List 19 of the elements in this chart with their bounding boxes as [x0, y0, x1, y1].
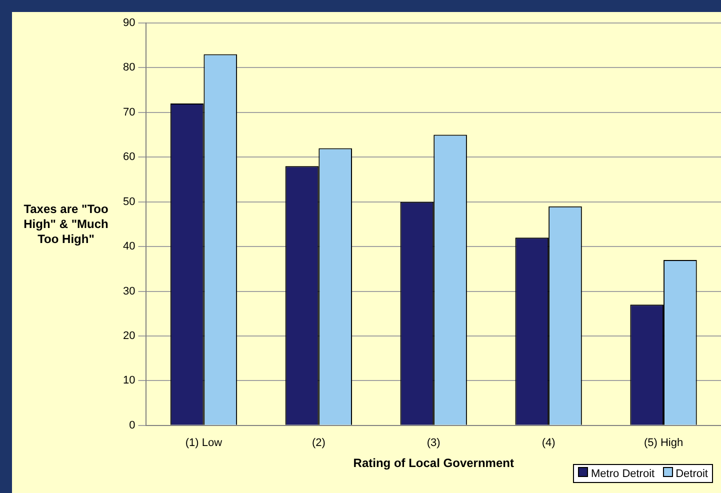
y-tick-label: 80 [122, 62, 136, 74]
x-tick-label: (1) Low [185, 437, 222, 450]
y-tick-label: 90 [122, 17, 136, 30]
y-tick-label: 20 [122, 330, 136, 342]
y-tick-label: 60 [122, 151, 136, 164]
y-tick-label: 50 [122, 196, 136, 208]
y-axis-title: Taxes are "Too High" & "Much Too High" [22, 202, 110, 247]
legend-label: Detroit [674, 467, 708, 480]
x-axis-title: Rating of Local Government [353, 456, 514, 470]
y-tick-label: 10 [122, 374, 136, 387]
x-tick-label: (3) [426, 437, 440, 450]
y-tick-label: 30 [122, 285, 136, 298]
y-tick-label: 70 [122, 106, 136, 118]
x-tick-label: (5) High [644, 437, 684, 450]
x-tick-label: (2) [312, 437, 326, 450]
y-tick-label: 40 [122, 240, 136, 253]
x-tick-label: (4) [542, 437, 556, 450]
legend-label: Metro Detroit [590, 467, 655, 480]
y-tick-label: 0 [129, 419, 136, 432]
